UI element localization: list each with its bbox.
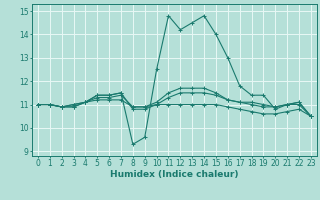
X-axis label: Humidex (Indice chaleur): Humidex (Indice chaleur) [110, 170, 239, 179]
